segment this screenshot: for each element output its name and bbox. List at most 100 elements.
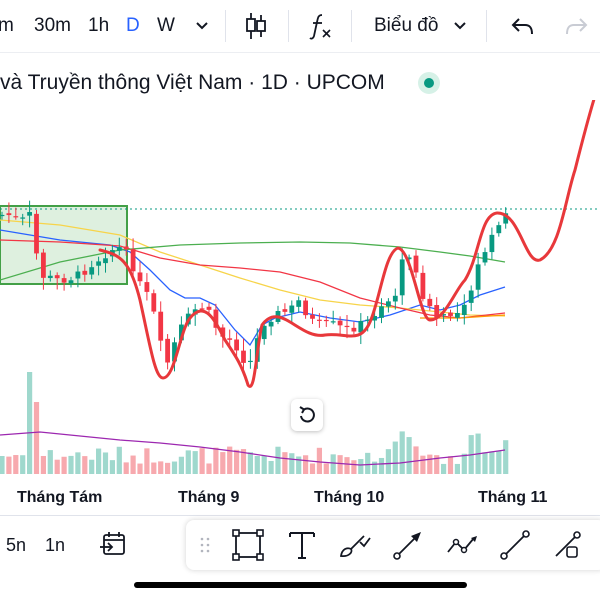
candle-body bbox=[503, 213, 509, 224]
brush-stroke bbox=[98, 100, 596, 388]
candle-body bbox=[96, 261, 101, 266]
candle-body bbox=[20, 217, 26, 219]
range-5d[interactable]: 5n bbox=[6, 535, 27, 555]
candle-body bbox=[13, 216, 19, 218]
path-tool-icon[interactable] bbox=[445, 528, 479, 562]
candle-body bbox=[496, 225, 502, 234]
candle-body bbox=[406, 257, 412, 260]
volume-bar bbox=[427, 454, 433, 474]
candle-body bbox=[82, 270, 88, 275]
volume-bar bbox=[282, 452, 288, 474]
candle-body bbox=[34, 213, 39, 254]
candle-body bbox=[330, 321, 336, 323]
line-tool-icon[interactable] bbox=[498, 528, 532, 562]
candle-body bbox=[413, 255, 419, 273]
volume-bar bbox=[489, 451, 495, 474]
grip-icon[interactable] bbox=[194, 528, 228, 562]
pen-tool-icon[interactable] bbox=[551, 528, 585, 562]
volume-bar bbox=[171, 461, 178, 474]
text-tool-icon[interactable] bbox=[285, 528, 319, 562]
volume-bar bbox=[496, 450, 502, 474]
volume-bar bbox=[420, 455, 426, 474]
candle-body bbox=[489, 234, 495, 253]
interval-1h[interactable]: 1h bbox=[88, 15, 110, 36]
candle-body bbox=[317, 319, 322, 321]
candle-body bbox=[482, 252, 488, 263]
volume-bar bbox=[378, 457, 385, 474]
volume-bar bbox=[337, 455, 343, 474]
candle-body bbox=[130, 249, 136, 272]
range-1d[interactable]: 1n bbox=[45, 535, 66, 555]
undo-icon[interactable] bbox=[510, 14, 536, 38]
interval-week[interactable]: W bbox=[157, 15, 175, 36]
volume-bar bbox=[6, 456, 12, 474]
arrow-tool-icon[interactable] bbox=[391, 528, 425, 562]
price-chart[interactable] bbox=[0, 100, 600, 485]
candle-body bbox=[165, 338, 170, 363]
candle-body bbox=[206, 306, 212, 310]
candle-body bbox=[399, 259, 405, 296]
candle-body bbox=[248, 360, 253, 363]
candle-body bbox=[220, 327, 226, 337]
brush-tool-icon[interactable] bbox=[338, 528, 372, 562]
chevron-down-icon[interactable] bbox=[452, 19, 468, 33]
candle-body bbox=[137, 272, 143, 282]
candle-body bbox=[158, 311, 164, 341]
candle-body bbox=[475, 264, 481, 290]
volume-bar bbox=[434, 455, 440, 474]
volume-bar bbox=[447, 456, 454, 474]
volume-bar bbox=[503, 440, 509, 474]
volume-bar bbox=[165, 462, 171, 474]
candle-body bbox=[227, 338, 233, 340]
candle-body bbox=[241, 350, 246, 363]
candle-body bbox=[41, 252, 46, 278]
volume-bar bbox=[406, 437, 412, 474]
volume-bar bbox=[323, 463, 329, 474]
candles bbox=[0, 200, 509, 372]
volume-bar bbox=[47, 450, 53, 474]
volume-bar bbox=[109, 460, 115, 474]
volume-bar bbox=[68, 455, 74, 474]
candle-body bbox=[123, 246, 129, 250]
volume-bar bbox=[20, 455, 26, 474]
candlestick-icon[interactable] bbox=[244, 11, 268, 41]
volume-bar bbox=[399, 431, 405, 474]
interval-30m[interactable]: 30m bbox=[34, 15, 71, 36]
rectangle-tool-icon[interactable] bbox=[231, 528, 265, 562]
candle-body bbox=[75, 271, 81, 279]
candle-body bbox=[310, 314, 315, 319]
symbol-title[interactable]: và Truyền thông Việt Nam · 1D · UPCOM bbox=[0, 71, 385, 94]
candle-body bbox=[261, 325, 267, 340]
volume-bar bbox=[185, 450, 191, 474]
candle-body bbox=[199, 308, 205, 310]
x-axis-label-nov: Tháng 11 bbox=[478, 489, 548, 506]
function-icon[interactable] bbox=[308, 12, 334, 40]
volume-bar bbox=[102, 452, 109, 474]
candle-body bbox=[282, 309, 288, 312]
candle-body bbox=[337, 320, 343, 326]
ma-yellow-line bbox=[0, 219, 506, 317]
volume-bar bbox=[309, 463, 316, 474]
candle-body bbox=[344, 325, 350, 328]
candle-body bbox=[6, 213, 12, 216]
volume-bar bbox=[130, 455, 136, 474]
candle-body bbox=[27, 212, 32, 216]
volume-bar bbox=[192, 451, 198, 474]
candle-body bbox=[144, 282, 150, 292]
volume-bar bbox=[89, 459, 95, 474]
candle-body bbox=[323, 319, 329, 322]
volume-bar bbox=[316, 447, 322, 474]
volume-bar bbox=[96, 448, 102, 474]
x-axis-label-aug: Tháng Tám bbox=[17, 489, 103, 506]
reset-chart-button[interactable] bbox=[291, 399, 323, 431]
calendar-goto-icon[interactable] bbox=[98, 529, 128, 559]
chart-type-menu[interactable]: Biểu đồ bbox=[374, 15, 439, 36]
volume-bar bbox=[247, 452, 253, 474]
candle-body bbox=[89, 267, 95, 275]
reset-icon bbox=[299, 406, 315, 423]
volume-bars bbox=[0, 372, 509, 474]
chevron-down-icon[interactable] bbox=[194, 19, 210, 33]
interval-day[interactable]: D bbox=[126, 15, 140, 36]
candle-body bbox=[365, 319, 371, 321]
interval-minutes[interactable]: m bbox=[0, 15, 14, 36]
